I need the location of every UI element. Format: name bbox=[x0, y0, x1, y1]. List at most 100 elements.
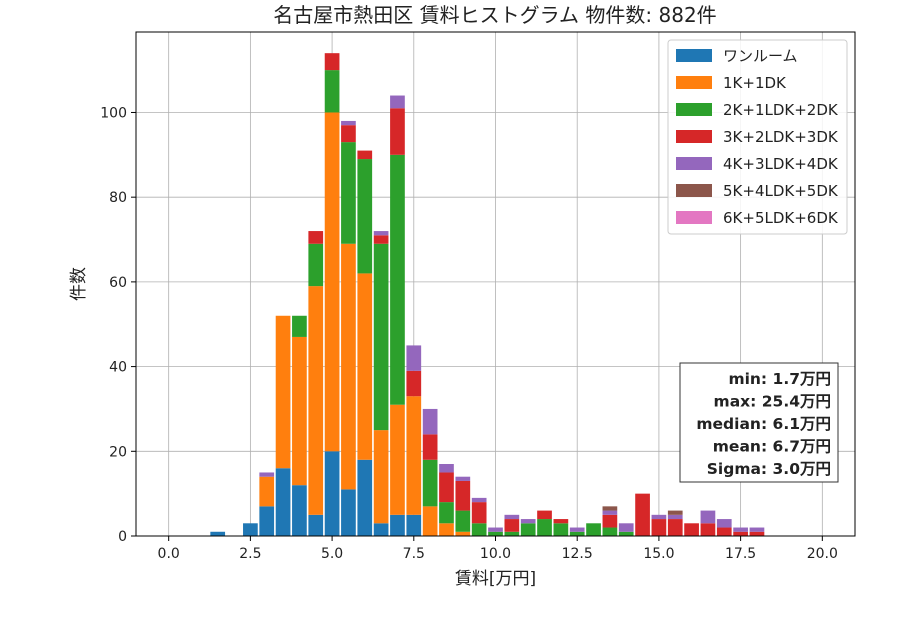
y-tick-label: 60 bbox=[109, 275, 127, 291]
bar-segment bbox=[667, 510, 683, 515]
bar-segment bbox=[324, 451, 340, 536]
legend-label: 2K+1LDK+2DK bbox=[723, 101, 839, 119]
bar-segment bbox=[439, 472, 454, 503]
stats-line: min: 1.7万円 bbox=[728, 370, 831, 388]
bar-segment bbox=[373, 523, 389, 536]
axis-ticks: 0.0 2.5 5.0 7.5 10.0 12.5 15.0 17.5 20.0 0 20 40 60 8… bbox=[100, 105, 838, 562]
x-tick-label: 5.0 bbox=[321, 546, 343, 562]
bar-segment bbox=[537, 519, 552, 536]
legend-label: 1K+1DK bbox=[723, 74, 787, 92]
bar-segment bbox=[292, 485, 307, 536]
bar-segment bbox=[618, 523, 634, 532]
y-tick-label: 100 bbox=[100, 105, 127, 121]
bar-segment bbox=[259, 472, 275, 477]
bar-segment bbox=[308, 286, 324, 515]
legend-swatch bbox=[676, 76, 712, 89]
bar-segment bbox=[651, 514, 667, 520]
bar-segment bbox=[259, 506, 275, 536]
y-tick-label: 0 bbox=[118, 529, 127, 545]
bar-segment bbox=[455, 531, 471, 536]
bar-segment bbox=[684, 523, 699, 536]
bar-segment bbox=[749, 527, 765, 532]
bar-segment bbox=[341, 142, 356, 244]
bar-segment bbox=[406, 370, 422, 397]
bar-segment bbox=[602, 510, 618, 515]
bar-segment bbox=[602, 506, 618, 511]
histogram-bars bbox=[210, 53, 765, 536]
bar-segment bbox=[357, 273, 373, 460]
bar-segment bbox=[308, 243, 324, 287]
bar-segment bbox=[373, 243, 389, 431]
bar-segment bbox=[520, 519, 536, 524]
y-tick-label: 80 bbox=[109, 190, 127, 206]
legend-label: 6K+5LDK+6DK bbox=[723, 209, 839, 227]
bar-segment bbox=[275, 468, 291, 536]
bar-segment bbox=[390, 95, 405, 109]
bar-segment bbox=[700, 523, 716, 536]
legend: ワンルーム 1K+1DK 2K+1LDK+2DK 3K+2LDK+3DK 4K+3LDK… bbox=[667, 39, 848, 235]
bar-segment bbox=[406, 396, 422, 515]
x-tick-label: 17.5 bbox=[725, 546, 756, 562]
bar-segment bbox=[553, 523, 569, 536]
bar-segment bbox=[455, 476, 471, 481]
stats-frame bbox=[679, 362, 839, 483]
bar-segment bbox=[471, 523, 487, 536]
bar-segment bbox=[422, 408, 438, 435]
bar-segment bbox=[308, 514, 324, 536]
bar-segment bbox=[504, 531, 520, 536]
bar-segment bbox=[292, 336, 307, 486]
bar-segment bbox=[700, 510, 716, 524]
bar-segment bbox=[292, 315, 307, 337]
bar-segment bbox=[341, 120, 356, 126]
bar-segment bbox=[341, 489, 356, 536]
stats-line: max: 25.4万円 bbox=[714, 393, 831, 411]
legend-swatch bbox=[676, 211, 712, 224]
legend-frame bbox=[667, 39, 848, 235]
bar-segment bbox=[324, 112, 340, 452]
legend-swatch bbox=[676, 184, 712, 197]
bar-segment bbox=[716, 519, 732, 528]
bar-segment bbox=[569, 527, 585, 532]
bar-segment bbox=[275, 315, 291, 469]
bar-segment bbox=[357, 159, 373, 274]
stats-line: Sigma: 3.0万円 bbox=[707, 460, 831, 478]
bar-segment bbox=[749, 531, 765, 536]
bar-segment bbox=[667, 519, 683, 536]
bar-segment bbox=[406, 514, 422, 536]
bar-segment bbox=[390, 154, 405, 405]
bar-segment bbox=[308, 231, 324, 244]
bar-segment bbox=[733, 531, 748, 536]
bar-segment bbox=[373, 231, 389, 236]
bar-segment bbox=[357, 459, 373, 536]
bar-segment bbox=[422, 459, 438, 507]
bar-segment bbox=[553, 519, 569, 524]
bar-segment bbox=[618, 531, 634, 536]
bar-segment bbox=[373, 430, 389, 524]
bar-segment bbox=[422, 506, 438, 536]
bar-segment bbox=[602, 514, 618, 528]
bar-segment bbox=[537, 510, 552, 520]
bar-segment bbox=[651, 519, 667, 536]
x-tick-label: 12.5 bbox=[562, 546, 593, 562]
x-tick-label: 7.5 bbox=[403, 546, 425, 562]
bar-segment bbox=[357, 150, 373, 160]
bar-segment bbox=[341, 243, 356, 490]
bar-segment bbox=[733, 527, 748, 532]
x-tick-label: 15.0 bbox=[643, 546, 674, 562]
bar-segment bbox=[488, 531, 503, 536]
bar-segment bbox=[520, 523, 536, 536]
stats-line: mean: 6.7万円 bbox=[713, 438, 831, 456]
x-tick-label: 20.0 bbox=[807, 546, 838, 562]
bar-segment bbox=[635, 493, 650, 536]
bar-segment bbox=[243, 523, 258, 536]
bar-segment bbox=[716, 527, 732, 536]
legend-swatch bbox=[676, 103, 712, 116]
x-tick-label: 10.0 bbox=[480, 546, 511, 562]
bar-segment bbox=[439, 502, 454, 524]
bar-segment bbox=[488, 527, 503, 532]
bar-segment bbox=[390, 514, 405, 536]
bar-segment bbox=[390, 108, 405, 155]
stats-box: min: 1.7万円 max: 25.4万円 median: 6.1万円 mean: … bbox=[679, 362, 839, 483]
y-axis-label: 件数 bbox=[69, 267, 89, 301]
